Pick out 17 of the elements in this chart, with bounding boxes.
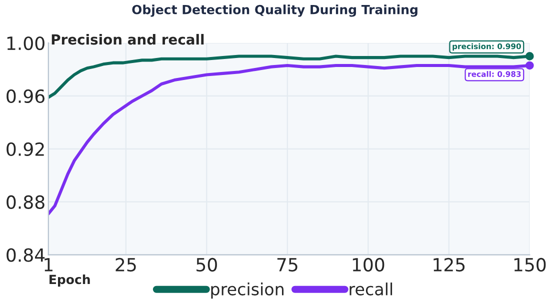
x-tick-label: 50 <box>196 258 217 272</box>
x-tick-label: 1 <box>44 258 52 272</box>
x-tick-label: 100 <box>352 258 384 272</box>
x-tick-label: 75 <box>277 258 298 272</box>
y-tick-label: 1.00 <box>7 36 44 50</box>
y-tick-label: 0.88 <box>6 195 44 209</box>
legend-label: recall <box>350 282 392 296</box>
x-tick-label: 150 <box>514 258 546 272</box>
x-tick-label: 25 <box>116 258 136 272</box>
y-tick-label: 0.92 <box>6 142 44 156</box>
y-tick-label: 0.96 <box>6 89 44 104</box>
chart-title: Object Detection Quality During Training <box>132 4 418 17</box>
x-axis-title: Epoch <box>50 274 90 287</box>
y-tick-label: 0.84 <box>6 248 45 262</box>
chart-subtitle: Precision and recall <box>52 34 204 45</box>
legend-label: precision <box>211 282 284 299</box>
x-tick-label: 125 <box>434 258 465 272</box>
